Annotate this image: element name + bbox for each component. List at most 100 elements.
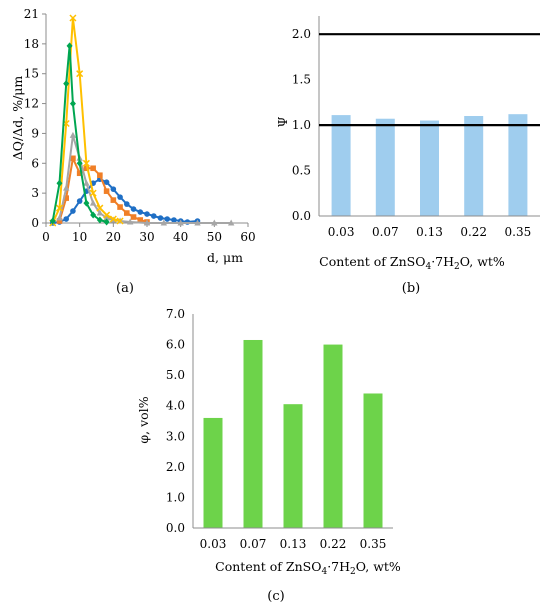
chart-b: Ψ Content of ZnSO4·7H2O, wt% 0.0 0.5 1.0 1.… (275, 16, 540, 272)
chart-b-y-tick-label: 1.0 (292, 118, 311, 132)
chart-c-bar (283, 404, 303, 528)
chart-a-data-point (194, 219, 201, 226)
chart-a-data-point (160, 219, 168, 226)
chart-a-data-point (70, 155, 76, 162)
chart-a-data-point (82, 159, 90, 167)
chart-a-ylabel: ΔQ/Δd, %/μm (10, 76, 25, 161)
chart-a-data-point (90, 165, 96, 172)
chart-a-data-point (211, 219, 218, 226)
chart-a-data-point (157, 215, 164, 221)
chart-b-y-tick-label: 0.0 (292, 209, 311, 223)
chart-a-y-tick-label: 0 (31, 216, 39, 230)
chart-a-data-point (89, 199, 97, 206)
chart-b-bar (508, 114, 528, 216)
chart-a-y-tick-label: 18 (24, 37, 39, 51)
chart-b-bar (420, 120, 439, 216)
chart-a-data-point (96, 204, 104, 212)
chart-b-x-tick-label: 0.13 (416, 225, 443, 239)
chart-a-data-point (90, 211, 97, 219)
chart-a-data-point (83, 179, 90, 186)
chart-a-data-point (69, 14, 77, 22)
chart-a-y-tick-label: 21 (24, 7, 39, 21)
chart-c-y-tick-label: 2.0 (166, 460, 185, 474)
chart-c-y-tick-label: 4.0 (166, 399, 185, 413)
chart-a-data-point (56, 214, 63, 221)
chart-a-x-tick-label: 10 (72, 230, 87, 244)
chart-c-bar (203, 417, 223, 528)
chart-a-data-point (63, 195, 69, 201)
chart-a: ΔQ/Δd, %/μm d, μm 0 3 6 9 12 15 18 21 0 10 20 30 40 5… (10, 7, 256, 265)
chart-a-data-point (103, 211, 111, 219)
chart-a-data-point (171, 217, 177, 223)
chart-a-x-tick-label: 40 (173, 230, 188, 244)
chart-a-data-point (56, 179, 63, 187)
chart-c-x-tick-label: 0.13 (280, 537, 307, 551)
chart-a-data-point (116, 217, 124, 225)
chart-a-data-point (103, 214, 110, 221)
panel-label-a: (a) (116, 281, 134, 296)
chart-a-x-tick-label: 60 (240, 230, 255, 244)
chart-a-data-point (76, 170, 83, 177)
chart-a-y-tick-label: 3 (31, 186, 39, 200)
chart-a-data-point (103, 179, 110, 185)
chart-c-y-tick-label: 5.0 (166, 368, 185, 382)
chart-b-bar (331, 115, 351, 216)
chart-a-data-point (76, 159, 83, 167)
chart-b-bar (464, 116, 484, 216)
chart-a-data-point (109, 215, 117, 223)
chart-b-y-tick-label: 2.0 (292, 27, 311, 41)
chart-a-data-point (63, 184, 70, 191)
chart-a-data-point (137, 209, 144, 215)
chart-a-data-point (49, 217, 56, 225)
chart-c-y-tick-label: 3.0 (166, 429, 185, 443)
chart-c-bar (243, 339, 263, 528)
chart-a-data-point (63, 216, 69, 222)
chart-c-x-tick-label: 0.07 (240, 537, 267, 551)
chart-a-data-point (69, 131, 77, 138)
chart-a-data-point (110, 186, 117, 192)
chart-a-data-point (126, 218, 134, 225)
chart-a-data-point (117, 204, 123, 210)
chart-a-data-point (103, 218, 110, 226)
chart-a-x-tick-label: 20 (106, 230, 121, 244)
chart-c-x-tick-label: 0.35 (360, 537, 387, 551)
chart-a-x-tick-label: 50 (207, 230, 222, 244)
chart-b-x-tick-label: 0.35 (505, 225, 532, 239)
chart-a-data-point (96, 216, 103, 224)
chart-b-ylabel: Ψ (275, 116, 290, 127)
chart-b-x-tick-label: 0.22 (460, 225, 487, 239)
chart-a-x-tick-label: 0 (42, 230, 50, 244)
chart-c-bar (323, 344, 343, 528)
panel-label-b: (b) (402, 281, 420, 296)
chart-a-data-point (97, 172, 103, 179)
chart-c-y-tick-label: 0.0 (166, 521, 185, 535)
chart-a-y-tick-label: 6 (31, 156, 39, 170)
chart-c-y-tick-label: 1.0 (166, 490, 185, 504)
chart-a-data-point (76, 70, 84, 78)
chart-b-y-tick-label: 1.5 (292, 73, 311, 87)
chart-a-data-point (83, 199, 90, 207)
chart-a-data-point (227, 219, 235, 226)
chart-c-x-tick-label: 0.03 (200, 537, 227, 551)
chart-c-y-tick-label: 7.0 (166, 307, 185, 321)
chart-a-x-tick-label: 30 (139, 230, 154, 244)
chart-a-data-point (63, 80, 70, 88)
chart-a-data-point (130, 214, 137, 220)
chart-b-x-tick-label: 0.03 (328, 225, 355, 239)
chart-c-bar (363, 393, 383, 528)
chart-a-data-point (96, 209, 104, 216)
chart-a-data-point (76, 198, 83, 204)
chart-a-data-point (56, 218, 63, 224)
chart-a-data-point (110, 197, 117, 203)
chart-a-data-point (124, 210, 130, 216)
chart-a-data-point (144, 211, 150, 217)
chart-a-data-point (137, 217, 144, 223)
chart-b-xlabel: Content of ZnSO4·7H2O, wt% (319, 254, 505, 272)
chart-c-y-tick-label: 6.0 (166, 338, 185, 352)
chart-a-data-point (83, 165, 90, 172)
chart-a-data-point (164, 216, 170, 222)
chart-a-data-point (117, 194, 123, 200)
chart-b-x-tick-label: 0.07 (372, 225, 399, 239)
chart-a-data-point (70, 208, 76, 214)
